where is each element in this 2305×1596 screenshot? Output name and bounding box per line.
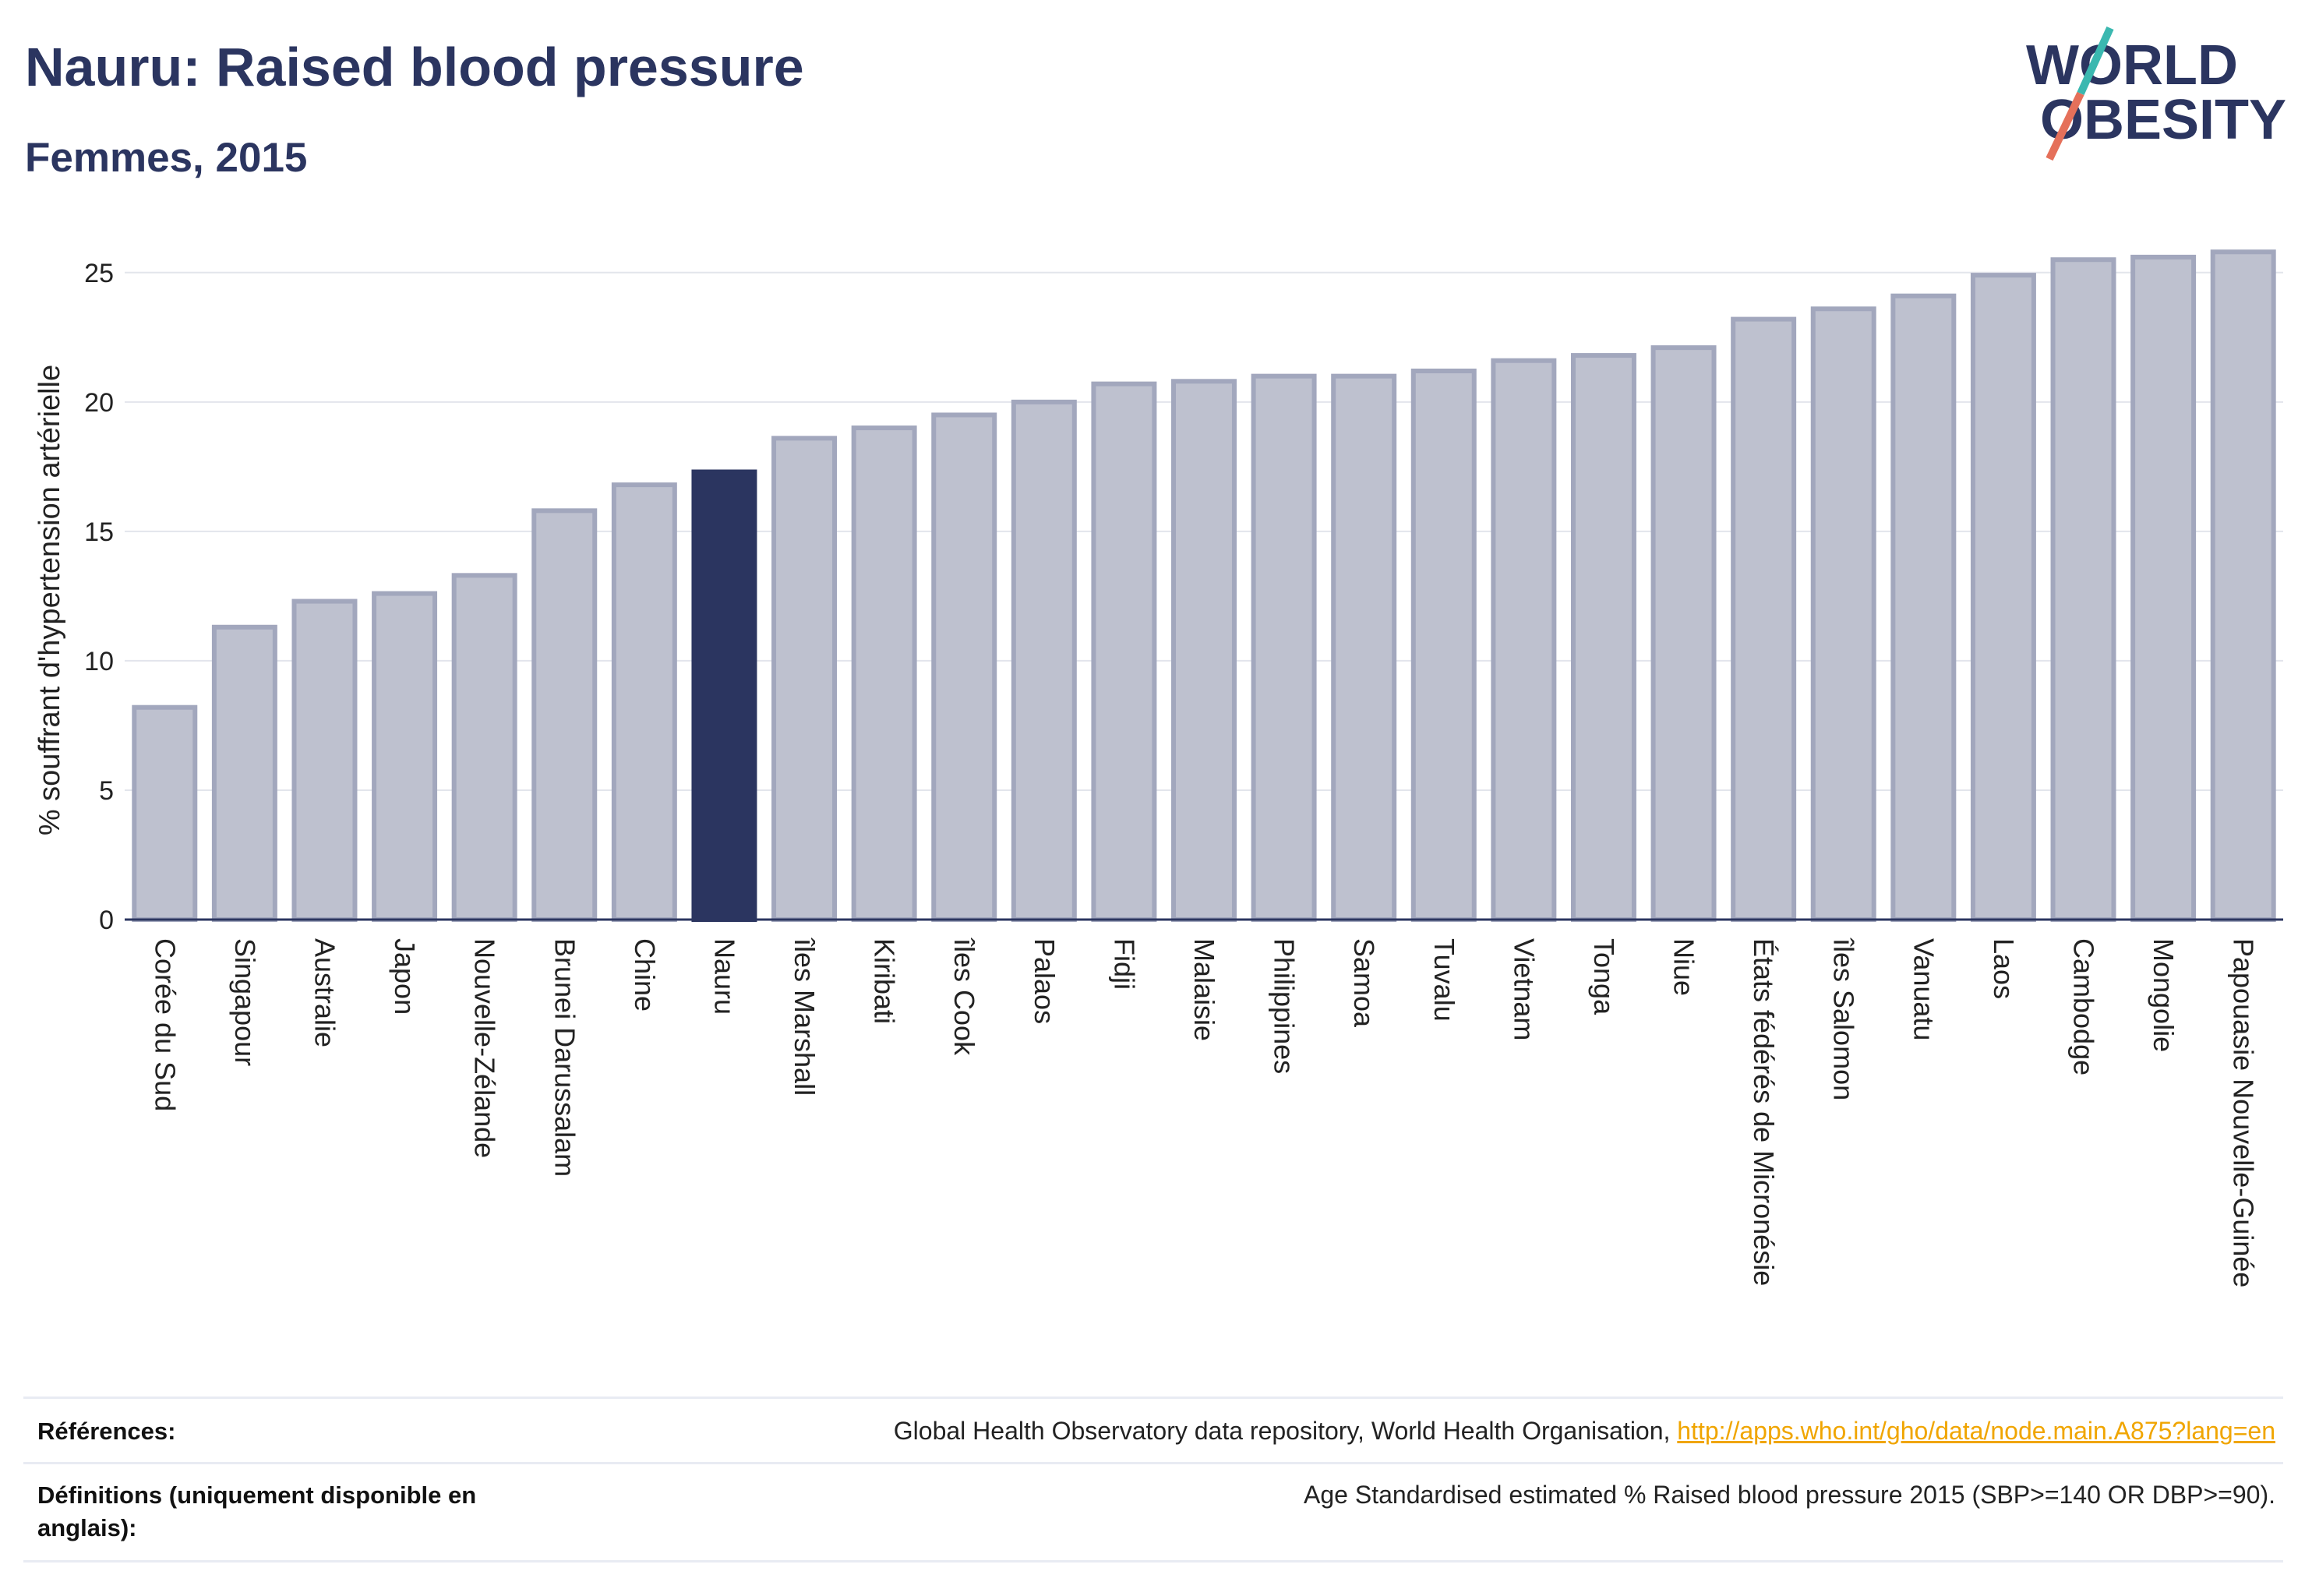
references-text: Global Health Observatory data repositor…: [893, 1417, 1678, 1445]
logo-slash-coral: [2046, 91, 2084, 161]
x-tick-label: Chine: [629, 938, 661, 1012]
bar: [1890, 293, 1957, 922]
x-tick-label: Australie: [309, 938, 341, 1047]
x-tick-label: Vanuatu: [1908, 938, 1940, 1040]
bar: [132, 704, 198, 922]
x-tick-label: Samoa: [1348, 938, 1380, 1028]
references-label: Références:: [37, 1418, 176, 1445]
page-subtitle: Femmes, 2015: [25, 135, 308, 181]
x-tick-label: îles Cook: [948, 937, 980, 1056]
x-tick-label: îles Salomon: [1828, 937, 1860, 1100]
bar: [2050, 257, 2116, 923]
references-value: Global Health Observatory data repositor…: [894, 1417, 2275, 1446]
x-tick-label: Kiribati: [869, 938, 901, 1024]
x-tick-label: Japon: [389, 938, 421, 1015]
bar: [2130, 254, 2197, 922]
bar: [1570, 353, 1636, 922]
logo-slash-teal: [2077, 26, 2114, 96]
x-tick-label: Philippines: [1269, 938, 1301, 1074]
bar-highlight: [691, 469, 757, 922]
bar: [931, 412, 997, 922]
bar: [372, 591, 438, 922]
definitions-row: Définitions (uniquement disponible en an…: [23, 1468, 2283, 1562]
x-tick-label: Fidji: [1108, 938, 1140, 990]
x-tick-label: Vietnam: [1508, 938, 1540, 1040]
y-tick-label: 10: [84, 647, 114, 676]
bar: [531, 508, 598, 922]
y-tick-label: 0: [99, 906, 114, 935]
bar: [451, 573, 517, 922]
x-tick-label: Corée du Sud: [149, 938, 181, 1111]
x-tick-label: Nauru: [708, 938, 740, 1015]
bar: [1171, 379, 1237, 922]
bar: [2210, 249, 2276, 922]
y-tick-label: 5: [99, 776, 114, 806]
y-tick-label: 20: [84, 388, 114, 418]
bar: [1410, 369, 1477, 922]
x-tick-label: Nouvelle-Zélande: [469, 938, 501, 1158]
x-tick-label: Laos: [1988, 938, 2020, 999]
x-tick-label: Palaos: [1029, 938, 1061, 1024]
definitions-label: Définitions (uniquement disponible en an…: [37, 1481, 477, 1541]
x-tick-label: Papouasie Nouvelle-Guinée: [2228, 938, 2260, 1287]
x-tick-label: Malaisie: [1188, 938, 1220, 1041]
x-tick-label: États fédérés de Micronésie: [1748, 938, 1780, 1286]
bar: [1491, 358, 1557, 922]
footer-divider-bottom: [23, 1560, 2283, 1562]
footer-divider-top: [23, 1396, 2283, 1399]
x-tick-label: Cambodge: [2068, 938, 2100, 1075]
y-axis-title: % souffrant d'hypertension artérielle: [34, 365, 66, 835]
bar: [211, 624, 277, 922]
world-obesity-logo: WORLD OBESITY: [2026, 26, 2286, 161]
bar: [1731, 316, 1797, 922]
bar: [1331, 373, 1397, 923]
y-tick-label: 15: [84, 517, 114, 547]
page-title: Nauru: Raised blood pressure: [25, 37, 804, 97]
x-tick-label: Brunei Darussalam: [549, 938, 581, 1177]
bar: [1970, 273, 2036, 922]
x-tick-label: Niue: [1668, 938, 1700, 996]
x-tick-label: Mongolie: [2148, 938, 2180, 1052]
references-link[interactable]: http://apps.who.int/gho/data/node.main.A…: [1677, 1417, 2275, 1445]
logo-line1: WORLD: [2026, 34, 2238, 97]
footer-divider-mid: [23, 1462, 2283, 1464]
bar: [771, 436, 838, 922]
bar: [1810, 306, 1876, 922]
x-tick-label: Singapour: [229, 938, 261, 1066]
bar: [851, 425, 917, 922]
x-tick-label: Tuvalu: [1428, 938, 1460, 1022]
bar: [1650, 345, 1717, 922]
definitions-value: Age Standardised estimated % Raised bloo…: [1304, 1481, 2275, 1509]
references-row: Références: Global Health Observatory da…: [23, 1403, 2283, 1465]
y-tick-label: 25: [84, 259, 114, 288]
x-tick-label: Tonga: [1588, 938, 1620, 1015]
bar: [611, 482, 677, 922]
bar: [291, 598, 358, 922]
bar: [1251, 373, 1317, 923]
bar: [1091, 381, 1157, 922]
bar: [1011, 399, 1077, 922]
x-tick-label: îles Marshall: [789, 937, 821, 1096]
bar-chart: 0 5 10 15 20 25 % souffrant d'hypertension art…: [34, 249, 2283, 1287]
